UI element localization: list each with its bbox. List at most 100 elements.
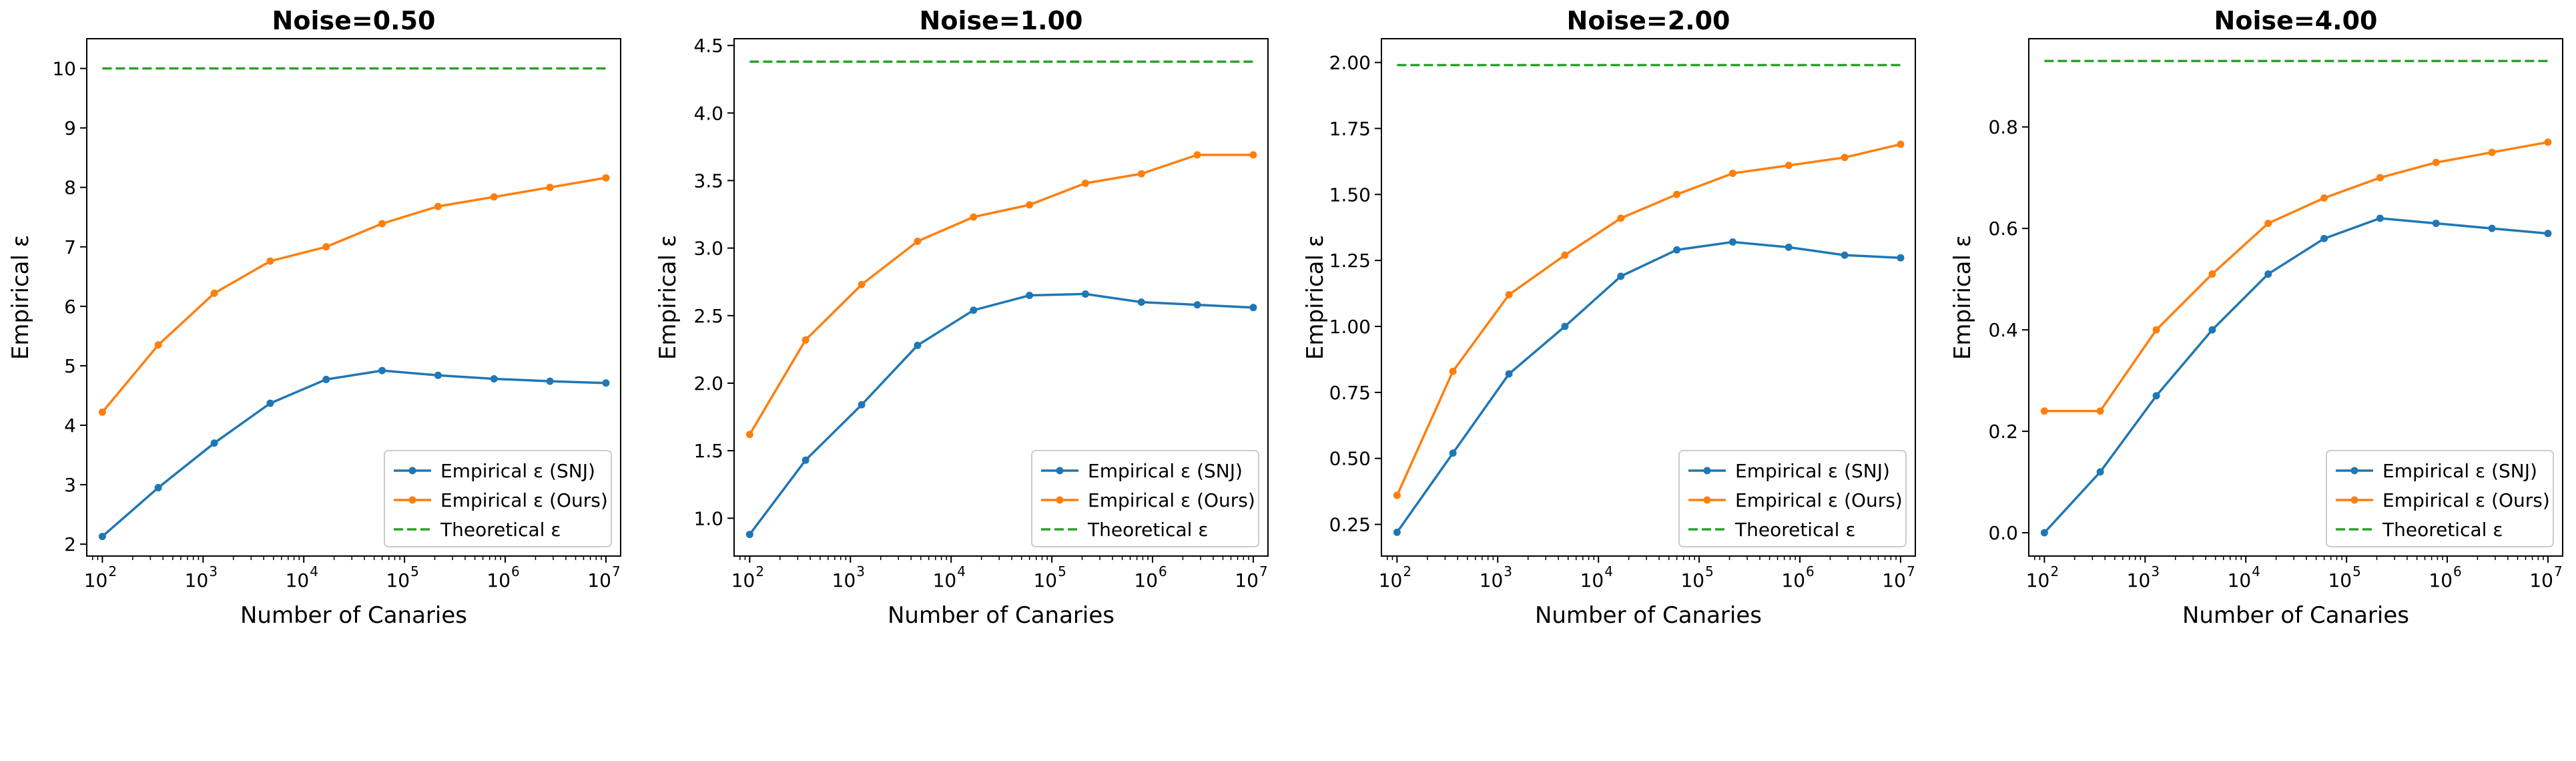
panel-4: Noise=4.00 Number of Canaries Empirical ε 0…: [1949, 6, 2563, 629]
y-tick-label: 0.8: [1988, 116, 2018, 138]
data-point-snj: [745, 531, 753, 539]
x-tick-label: 10 2: [84, 563, 117, 591]
data-point-ours: [266, 257, 274, 265]
legend-marker-snj: [408, 467, 416, 475]
data-point-ours: [2264, 220, 2272, 228]
data-point-ours: [2096, 407, 2104, 415]
data-point-ours: [322, 243, 330, 251]
legend-box: [1031, 450, 1259, 547]
x-tick-base: 10: [2228, 569, 2252, 591]
x-tick-label: 10 5: [386, 563, 418, 591]
data-point-snj: [858, 401, 866, 409]
data-point-snj: [2320, 234, 2328, 242]
x-tick-base: 10: [832, 569, 856, 591]
data-point-ours: [801, 336, 810, 344]
y-tick-label: 8: [64, 177, 76, 199]
x-tick-label: 10 4: [2228, 563, 2260, 591]
x-tick-label: 10 5: [2328, 563, 2360, 591]
plot-frame: [2028, 38, 2563, 557]
x-tick-exponent: 5: [1705, 563, 1714, 579]
x-tick-base: 10: [2127, 569, 2151, 591]
y-tick-label: 7: [64, 236, 76, 258]
series-line-snj: [749, 292, 1253, 535]
x-tick-label: 10 7: [1235, 563, 1267, 591]
x-tick-base: 10: [2529, 569, 2553, 591]
x-tick-exponent: 3: [2151, 563, 2160, 579]
series-line-snj: [1395, 240, 1901, 533]
x-tick-exponent: 2: [1403, 563, 1411, 579]
panel-title: Noise=1.00: [920, 6, 1083, 35]
data-point-snj: [1897, 254, 1905, 262]
x-axis-label: Number of Canaries: [888, 602, 1114, 629]
data-point-ours: [2152, 326, 2160, 334]
x-tick-label: 10 5: [1033, 563, 1066, 591]
x-tick-label: 10 5: [1680, 563, 1713, 591]
x-axis-label: Number of Canaries: [1535, 602, 1762, 629]
legend-box: [384, 450, 612, 547]
data-point-ours: [2040, 407, 2048, 415]
data-point-ours: [1393, 491, 1401, 499]
x-tick-exponent: 4: [957, 563, 966, 579]
y-tick-label: 1.50: [1329, 184, 1371, 206]
legend: Empirical ε (SNJ) Empirical ε (Ours) Theor…: [384, 450, 612, 547]
legend-label: Empirical ε (Ours): [1088, 489, 1255, 511]
data-point-ours: [2544, 138, 2552, 146]
data-point-snj: [1137, 298, 1145, 306]
data-point-snj: [546, 377, 554, 385]
data-point-snj: [1505, 370, 1513, 378]
x-tick-exponent: 2: [2050, 563, 2059, 579]
y-tick-label: 1.00: [1329, 316, 1371, 338]
x-tick-label: 10 6: [487, 563, 519, 591]
legend-marker-ours: [2350, 496, 2358, 504]
data-point-ours: [154, 341, 162, 349]
x-tick-exponent: 2: [108, 563, 117, 579]
x-tick-exponent: 3: [209, 563, 218, 579]
x-tick-exponent: 4: [1604, 563, 1613, 579]
x-tick-base: 10: [1235, 569, 1259, 591]
y-tick-label: 2.0: [693, 372, 723, 395]
x-tick-base: 10: [1033, 569, 1057, 591]
x-tick-base: 10: [2429, 569, 2453, 591]
data-point-ours: [2208, 270, 2216, 278]
data-point-ours: [1026, 201, 1034, 209]
data-point-ours: [434, 202, 442, 210]
panel-title: Noise=2.00: [1567, 6, 1730, 35]
x-tick-base: 10: [286, 569, 310, 591]
data-point-ours: [1505, 291, 1513, 299]
data-point-snj: [1673, 246, 1681, 254]
legend-label: Empirical ε (SNJ): [1735, 460, 1890, 482]
data-point-snj: [2488, 224, 2496, 232]
data-point-snj: [2264, 270, 2272, 278]
x-tick-exponent: 7: [612, 563, 621, 579]
legend-box: [2326, 450, 2554, 547]
legend-label: Empirical ε (Ours): [1735, 489, 1903, 511]
plot-frame: [86, 38, 621, 557]
data-point-ours: [378, 220, 386, 228]
x-axis-label: Number of Canaries: [2182, 602, 2409, 629]
x-tick-exponent: 5: [2352, 563, 2361, 579]
y-axis-label: Empirical ε: [1302, 235, 1329, 360]
legend-marker-snj: [1056, 467, 1064, 475]
x-tick-exponent: 6: [1159, 563, 1167, 579]
x-tick-base: 10: [386, 569, 410, 591]
legend: Empirical ε (SNJ) Empirical ε (Ours) Theor…: [1678, 450, 1907, 547]
data-point-snj: [2432, 220, 2440, 228]
panel-title: Noise=0.50: [272, 6, 436, 35]
x-tick-exponent: 7: [1907, 563, 1915, 579]
series-line-ours: [101, 176, 607, 413]
x-tick-label: 10 3: [1480, 563, 1512, 591]
y-tick-label: 9: [64, 117, 76, 140]
series-line-ours: [748, 154, 1253, 435]
y-axis-label: Empirical ε: [1949, 235, 1976, 360]
series-line-ours: [2044, 141, 2549, 413]
data-point-ours: [745, 431, 753, 439]
y-tick-label: 0.4: [1988, 319, 2018, 341]
data-point-ours: [2432, 158, 2440, 166]
data-point-ours: [1785, 162, 1793, 170]
panel-1: Noise=0.50 Number of Canaries Empirical ε 2…: [7, 6, 621, 629]
series-line-ours: [1395, 143, 1901, 496]
data-point-snj: [914, 341, 922, 349]
data-point-ours: [1081, 180, 1089, 188]
x-tick-base: 10: [1680, 569, 1704, 591]
